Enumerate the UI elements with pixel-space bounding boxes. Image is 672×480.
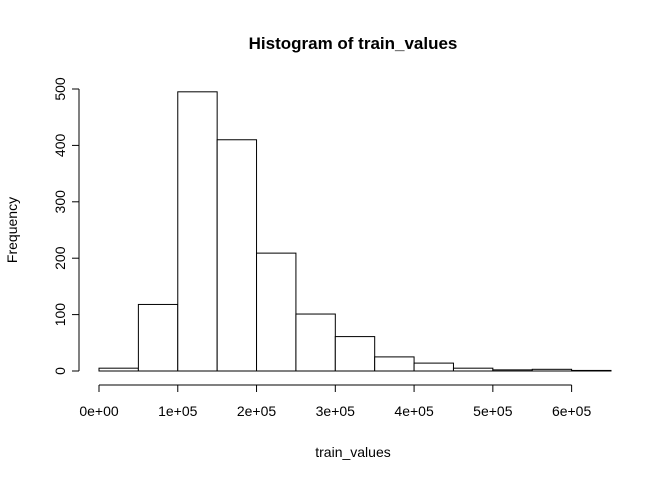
histogram-bar-10 (492, 369, 533, 372)
x-tick-label-1: 1e+05 (158, 403, 198, 419)
x-tick-label-6: 6e+05 (552, 403, 592, 419)
y-axis: 0 100 200 300 400 500 (52, 77, 80, 375)
histogram-bar-5 (295, 313, 336, 372)
histogram-bar-12 (571, 369, 612, 372)
histogram-bar-0 (98, 367, 139, 372)
histogram-bar-2 (177, 91, 218, 372)
y-tick-label-3: 300 (52, 190, 68, 214)
y-tick-label-1: 100 (52, 303, 68, 327)
x-tick-label-4: 4e+05 (394, 403, 434, 419)
histogram-bar-1 (137, 303, 179, 372)
x-tick-label-2: 2e+05 (237, 403, 277, 419)
x-axis-label: train_values (315, 444, 391, 460)
histogram-bar-4 (256, 252, 297, 372)
histogram-bar-9 (452, 367, 494, 372)
histogram-bar-3 (216, 139, 258, 372)
histogram-bar-8 (413, 362, 454, 372)
histogram-bar-6 (334, 336, 376, 372)
x-tick-label-0: 0e+00 (79, 403, 119, 419)
chart-title: Histogram of train_values (249, 34, 458, 53)
x-tick-label-3: 3e+05 (316, 403, 356, 419)
histogram-bar-7 (374, 356, 415, 372)
y-axis-label: Frequency (4, 197, 20, 263)
y-tick-label-5: 500 (52, 77, 68, 101)
histogram-bars (98, 91, 612, 372)
x-tick-label-5: 5e+05 (473, 403, 513, 419)
y-tick-label-2: 200 (52, 246, 68, 270)
histogram-bar-11 (531, 368, 573, 372)
x-axis: 0e+00 1e+05 2e+05 3e+05 4e+05 5e+05 6e+05 (79, 384, 592, 419)
y-tick-label-0: 0 (52, 367, 68, 375)
y-tick-label-4: 400 (52, 134, 68, 158)
